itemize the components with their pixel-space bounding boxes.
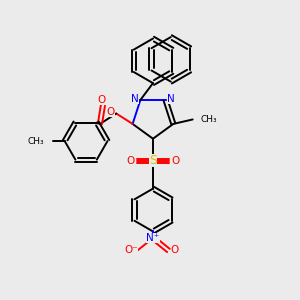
- Text: N⁺: N⁺: [146, 233, 160, 243]
- Text: O: O: [107, 107, 115, 117]
- Text: O: O: [171, 245, 179, 256]
- Text: CH₃: CH₃: [28, 136, 44, 146]
- Text: N: N: [167, 94, 175, 103]
- Text: O: O: [97, 94, 106, 104]
- Text: CH₃: CH₃: [201, 115, 217, 124]
- Text: O: O: [126, 156, 134, 166]
- Text: N: N: [131, 94, 139, 103]
- Text: O⁻: O⁻: [124, 245, 138, 256]
- Text: S: S: [149, 154, 157, 167]
- Text: O: O: [172, 156, 180, 166]
